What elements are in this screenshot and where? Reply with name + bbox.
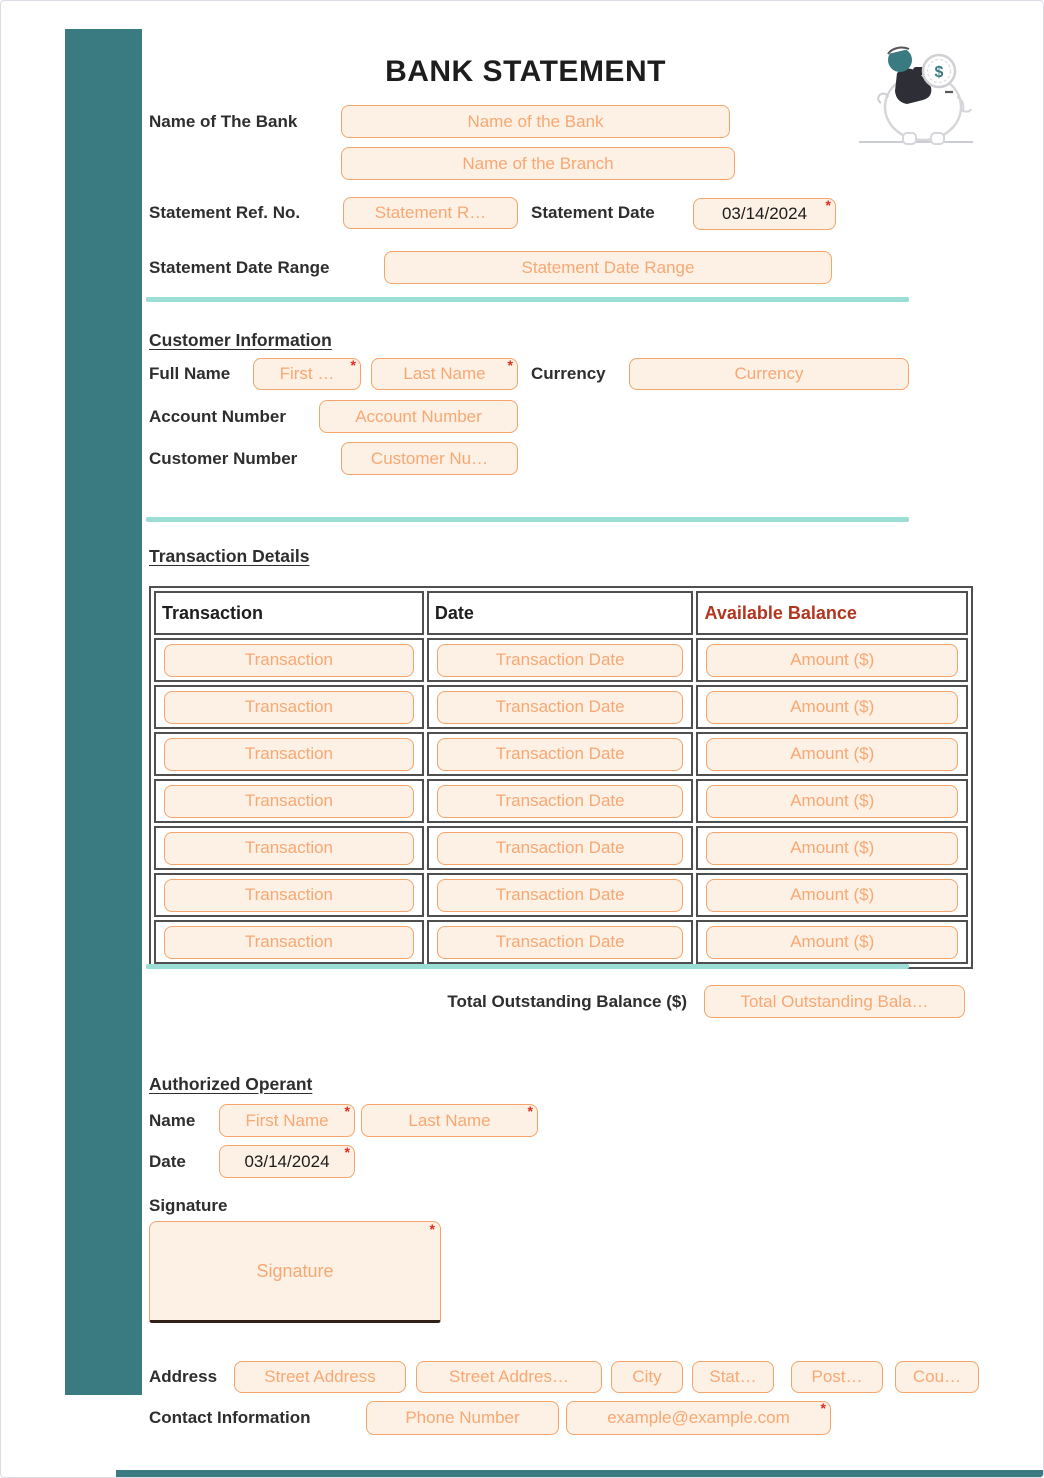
bottom-accent-bar bbox=[116, 1470, 1043, 1477]
postal-code-input[interactable] bbox=[791, 1361, 883, 1393]
country-input[interactable] bbox=[895, 1361, 979, 1393]
state-input[interactable] bbox=[692, 1361, 774, 1393]
operant-name-label: Name bbox=[149, 1110, 196, 1130]
customer-number-input[interactable] bbox=[341, 442, 518, 475]
table-row bbox=[154, 826, 968, 870]
operant-first-name-input[interactable] bbox=[219, 1104, 355, 1137]
total-outstanding-label: Total Outstanding Balance ($) bbox=[447, 991, 687, 1011]
amount-input[interactable] bbox=[706, 784, 958, 818]
currency-label: Currency bbox=[531, 364, 606, 383]
city-input[interactable] bbox=[611, 1361, 683, 1393]
contact-info-label: Contact Information bbox=[149, 1408, 311, 1427]
customer-first-name-input[interactable] bbox=[253, 358, 361, 390]
table-row bbox=[154, 873, 968, 917]
section-divider bbox=[146, 964, 909, 969]
phone-number-input[interactable] bbox=[366, 1401, 559, 1435]
transaction-input[interactable] bbox=[164, 690, 414, 724]
statement-ref-input[interactable] bbox=[343, 197, 518, 229]
transaction-date-input[interactable] bbox=[436, 737, 684, 771]
transaction-input[interactable] bbox=[164, 878, 414, 912]
amount-input[interactable] bbox=[706, 737, 958, 771]
amount-input[interactable] bbox=[706, 925, 958, 959]
customer-last-name-input[interactable] bbox=[371, 358, 518, 390]
transaction-input[interactable] bbox=[164, 643, 414, 677]
table-row bbox=[154, 779, 968, 823]
bank-name-label: Name of The Bank bbox=[149, 111, 298, 131]
transaction-input[interactable] bbox=[164, 831, 414, 865]
required-asterisk: * bbox=[429, 1221, 435, 1237]
required-asterisk: * bbox=[527, 1103, 533, 1119]
transaction-input[interactable] bbox=[164, 784, 414, 818]
authorized-operant-heading: Authorized Operant bbox=[149, 1074, 313, 1094]
required-asterisk: * bbox=[344, 1103, 350, 1119]
street-address2-input[interactable] bbox=[416, 1361, 602, 1393]
total-outstanding-input[interactable] bbox=[704, 985, 965, 1018]
required-asterisk: * bbox=[825, 197, 831, 213]
svg-text:$: $ bbox=[935, 64, 944, 81]
street-address-input[interactable] bbox=[234, 1361, 406, 1393]
left-accent-bar bbox=[65, 29, 142, 1395]
operant-last-name-input[interactable] bbox=[361, 1104, 538, 1137]
statement-date-label: Statement Date bbox=[531, 203, 655, 222]
signature-pad[interactable]: * Signature bbox=[149, 1221, 441, 1323]
email-input[interactable] bbox=[566, 1401, 831, 1435]
amount-input[interactable] bbox=[706, 643, 958, 677]
column-header-available-balance: Available Balance bbox=[696, 591, 968, 635]
column-header-transaction: Transaction bbox=[154, 591, 424, 635]
required-asterisk: * bbox=[344, 1144, 350, 1160]
table-row bbox=[154, 732, 968, 776]
customer-info-heading: Customer Information bbox=[149, 330, 332, 350]
account-number-input[interactable] bbox=[319, 400, 518, 433]
column-header-date: Date bbox=[426, 591, 694, 635]
bank-name-input[interactable] bbox=[341, 105, 730, 138]
operant-date-input[interactable] bbox=[219, 1145, 355, 1178]
statement-date-input[interactable] bbox=[693, 198, 836, 230]
branch-name-input[interactable] bbox=[341, 147, 735, 180]
transactions-table: Transaction Date Available Balance bbox=[149, 586, 973, 969]
section-divider bbox=[146, 517, 909, 522]
transaction-date-input[interactable] bbox=[436, 925, 684, 959]
piggy-bank-icon: $ bbox=[851, 45, 979, 147]
table-row bbox=[154, 920, 968, 964]
signature-placeholder: Signature bbox=[256, 1260, 334, 1281]
transaction-date-input[interactable] bbox=[436, 831, 684, 865]
transaction-date-input[interactable] bbox=[436, 643, 684, 677]
page-title: BANK STATEMENT bbox=[385, 55, 666, 88]
statement-range-input[interactable] bbox=[384, 251, 832, 284]
address-label: Address bbox=[149, 1367, 218, 1386]
amount-input[interactable] bbox=[706, 831, 958, 865]
required-asterisk: * bbox=[350, 357, 356, 373]
table-row bbox=[154, 685, 968, 729]
transaction-input[interactable] bbox=[164, 737, 414, 771]
table-row bbox=[154, 638, 968, 682]
statement-ref-label: Statement Ref. No. bbox=[149, 203, 301, 222]
transaction-input[interactable] bbox=[164, 925, 414, 959]
statement-range-label: Statement Date Range bbox=[149, 257, 330, 277]
full-name-label: Full Name bbox=[149, 364, 231, 383]
transaction-date-input[interactable] bbox=[436, 690, 684, 724]
transaction-details-heading: Transaction Details bbox=[149, 546, 310, 566]
account-number-label: Account Number bbox=[149, 406, 286, 426]
amount-input[interactable] bbox=[706, 878, 958, 912]
required-asterisk: * bbox=[820, 1400, 826, 1416]
signature-label: Signature bbox=[149, 1196, 228, 1215]
amount-input[interactable] bbox=[706, 690, 958, 724]
section-divider bbox=[146, 297, 909, 302]
transaction-date-input[interactable] bbox=[436, 784, 684, 818]
required-asterisk: * bbox=[507, 357, 513, 373]
operant-date-label: Date bbox=[149, 1151, 186, 1171]
customer-number-label: Customer Number bbox=[149, 448, 298, 468]
transaction-date-input[interactable] bbox=[436, 878, 684, 912]
currency-input[interactable] bbox=[629, 358, 909, 390]
